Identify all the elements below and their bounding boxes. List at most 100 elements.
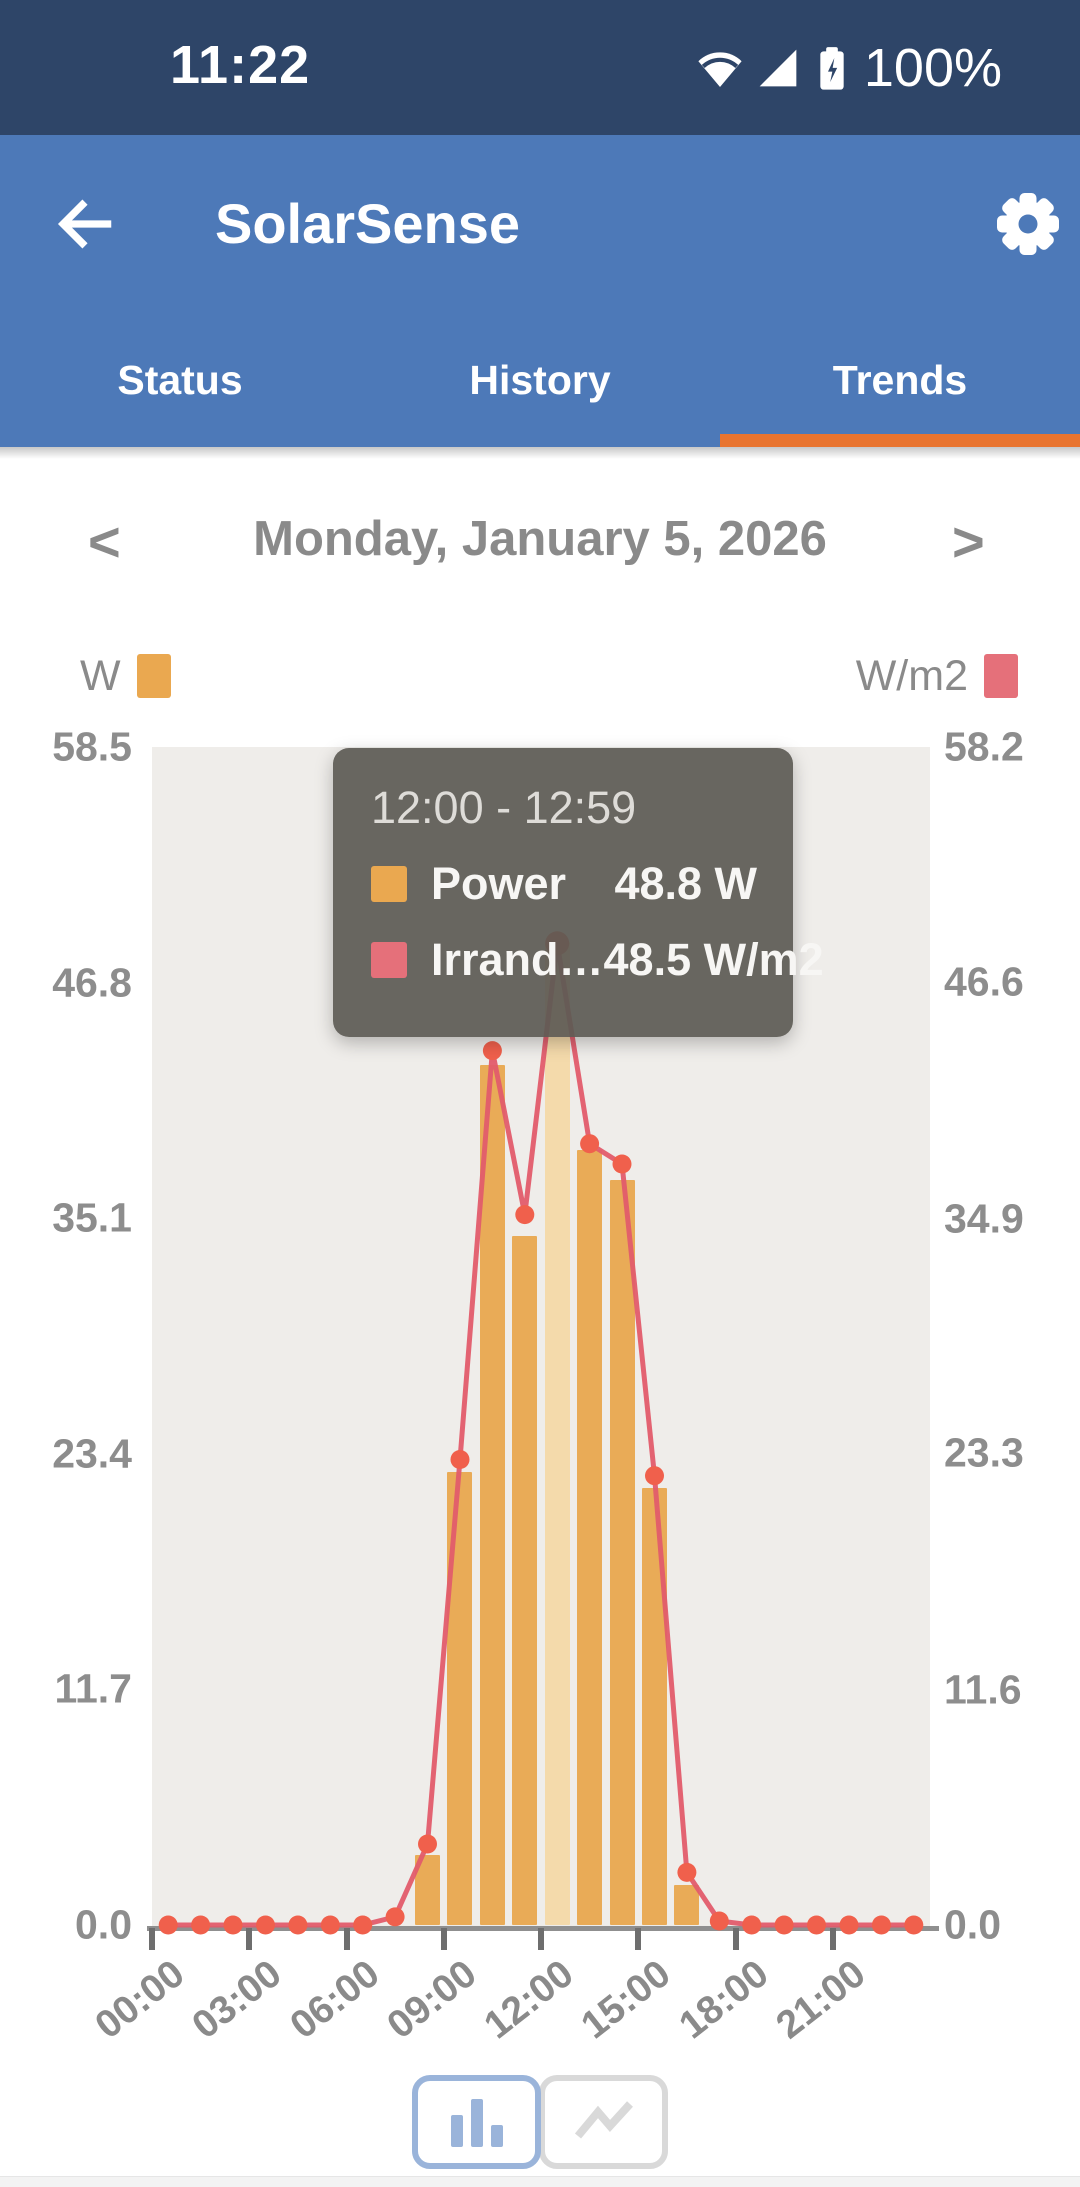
irradiance-point-hour-20[interactable] bbox=[807, 1915, 826, 1935]
irradiance-point-hour-2[interactable] bbox=[223, 1915, 243, 1935]
legend-irradiance-label: W/m2 bbox=[855, 651, 968, 700]
x-axis-tick bbox=[732, 1928, 739, 1950]
y-axis-left-tick: 58.5 bbox=[52, 723, 132, 770]
tooltip-power-swatch bbox=[371, 866, 407, 902]
tooltip-irradiance-swatch bbox=[371, 942, 407, 978]
irradiance-point-hour-0[interactable] bbox=[158, 1915, 178, 1935]
status-icons: 100% bbox=[696, 0, 1002, 135]
x-axis-tick bbox=[440, 1928, 447, 1950]
bar-chart-toggle-button[interactable] bbox=[412, 2075, 541, 2169]
tooltip-power-value: 48.8 W bbox=[614, 858, 757, 909]
legend-power-swatch bbox=[136, 654, 171, 698]
bottom-strip bbox=[0, 2176, 1080, 2187]
tooltip-irradiance-row: Irrand… 48.5 W/m2 bbox=[371, 934, 824, 986]
x-axis-label: 03:00 bbox=[184, 1952, 290, 2048]
irradiance-point-hour-22[interactable] bbox=[871, 1915, 891, 1935]
power-bar-hour-14[interactable] bbox=[609, 1179, 635, 1925]
irradiance-point-hour-9[interactable] bbox=[450, 1450, 470, 1469]
irradiance-point-hour-8[interactable] bbox=[418, 1834, 437, 1854]
y-axis-left-tick: 46.8 bbox=[52, 959, 132, 1006]
y-axis-right-tick: 23.3 bbox=[944, 1429, 1024, 1476]
page-title: SolarSense bbox=[215, 192, 521, 255]
back-arrow-icon[interactable] bbox=[40, 179, 130, 269]
power-bar-hour-13[interactable] bbox=[577, 1149, 603, 1925]
irradiance-point-hour-21[interactable] bbox=[839, 1915, 859, 1935]
status-bar: 11:22 100% bbox=[0, 0, 1080, 135]
power-bar-hour-16[interactable] bbox=[674, 1884, 700, 1925]
x-axis-tick bbox=[538, 1928, 544, 1950]
irradiance-point-hour-17[interactable] bbox=[709, 1911, 729, 1931]
x-axis-label: 06:00 bbox=[281, 1952, 387, 2048]
legend-power-label: W bbox=[80, 651, 121, 700]
x-axis-label: 12:00 bbox=[476, 1952, 582, 2048]
power-bar-hour-11[interactable] bbox=[512, 1236, 538, 1925]
irradiance-point-hour-15[interactable] bbox=[645, 1466, 664, 1486]
legend-power: W bbox=[80, 652, 171, 700]
y-axis-left-tick: 0.0 bbox=[75, 1901, 132, 1948]
tooltip-irradiance-value: 48.5 W/m2 bbox=[603, 934, 824, 985]
chart-type-toggle bbox=[0, 2075, 1080, 2169]
power-bar-hour-12[interactable] bbox=[544, 942, 570, 1925]
irradiance-point-hour-13[interactable] bbox=[580, 1134, 600, 1154]
y-axis-left-tick: 11.7 bbox=[54, 1665, 132, 1712]
x-axis-tick bbox=[635, 1928, 642, 1950]
status-time: 11:22 bbox=[170, 35, 311, 95]
previous-day-button[interactable]: < bbox=[88, 510, 121, 573]
irradiance-point-hour-23[interactable] bbox=[904, 1915, 924, 1935]
irradiance-point-hour-6[interactable] bbox=[353, 1915, 373, 1935]
x-axis-label: 15:00 bbox=[573, 1952, 679, 2048]
y-axis-left-tick: 35.1 bbox=[52, 1194, 132, 1241]
irradiance-point-hour-19[interactable] bbox=[774, 1915, 794, 1935]
power-bar-hour-10[interactable] bbox=[479, 1065, 505, 1925]
tooltip-power-label: Power bbox=[431, 858, 567, 909]
chart-tooltip: 12:00 - 12:59 Power 48.8 W Irrand… 48.5 … bbox=[333, 748, 824, 1037]
y-axis-right-tick: 58.2 bbox=[944, 723, 1024, 770]
x-axis-label: 21:00 bbox=[768, 1952, 874, 2048]
y-axis-left-tick: 23.4 bbox=[52, 1430, 132, 1477]
line-chart-toggle-button[interactable] bbox=[539, 2075, 668, 2169]
battery-charging-icon bbox=[812, 42, 852, 94]
app-bar: SolarSense bbox=[0, 135, 1080, 314]
bar-chart-icon bbox=[450, 2097, 503, 2147]
irradiance-point-hour-11[interactable] bbox=[515, 1205, 535, 1225]
x-axis-tick bbox=[149, 1928, 155, 1950]
legend-irradiance-swatch bbox=[984, 654, 1018, 698]
wifi-icon bbox=[696, 44, 744, 92]
tooltip-irradiance-label: Irrand… bbox=[431, 934, 604, 985]
irradiance-point-hour-4[interactable] bbox=[288, 1915, 308, 1935]
x-axis-label: 18:00 bbox=[670, 1952, 776, 2048]
tab-history[interactable]: History bbox=[469, 357, 611, 403]
appbar-shadow bbox=[0, 447, 1080, 459]
y-axis-right-tick: 34.9 bbox=[944, 1195, 1024, 1242]
line-chart-icon bbox=[568, 2090, 640, 2155]
legend-irradiance: W/m2 bbox=[856, 652, 1018, 700]
gear-icon[interactable] bbox=[985, 181, 1071, 267]
irradiance-point-hour-10[interactable] bbox=[482, 1041, 502, 1061]
x-axis-label: 09:00 bbox=[379, 1952, 485, 2048]
tab-trends[interactable]: Trends bbox=[832, 357, 968, 403]
irradiance-point-hour-5[interactable] bbox=[320, 1915, 340, 1935]
x-axis-tick bbox=[343, 1928, 350, 1950]
cellular-signal-icon bbox=[756, 46, 800, 90]
x-axis-label: 00:00 bbox=[87, 1952, 193, 2048]
battery-percent: 100% bbox=[863, 37, 1002, 98]
y-axis-right-tick: 0.0 bbox=[944, 1901, 1001, 1948]
tab-bar: Status History Trends bbox=[0, 314, 1080, 447]
irradiance-point-hour-1[interactable] bbox=[191, 1915, 211, 1935]
irradiance-point-hour-16[interactable] bbox=[677, 1862, 697, 1882]
tab-status[interactable]: Status bbox=[117, 357, 243, 403]
irradiance-point-hour-3[interactable] bbox=[256, 1915, 275, 1935]
irradiance-point-hour-14[interactable] bbox=[612, 1154, 632, 1174]
y-axis-right-tick: 46.6 bbox=[944, 958, 1024, 1005]
date-navigator: Monday, January 5, 2026 < > bbox=[0, 495, 1080, 590]
next-day-button[interactable]: > bbox=[952, 510, 985, 573]
tooltip-power-row: Power 48.8 W bbox=[371, 858, 757, 910]
date-label: Monday, January 5, 2026 bbox=[253, 512, 827, 566]
irradiance-point-hour-18[interactable] bbox=[742, 1915, 762, 1935]
irradiance-point-hour-7[interactable] bbox=[385, 1907, 405, 1927]
selected-tab-underline bbox=[720, 434, 1080, 447]
x-axis-tick bbox=[246, 1928, 253, 1950]
tooltip-time-range: 12:00 - 12:59 bbox=[371, 782, 637, 833]
y-axis-right-tick: 11.6 bbox=[944, 1666, 1022, 1713]
